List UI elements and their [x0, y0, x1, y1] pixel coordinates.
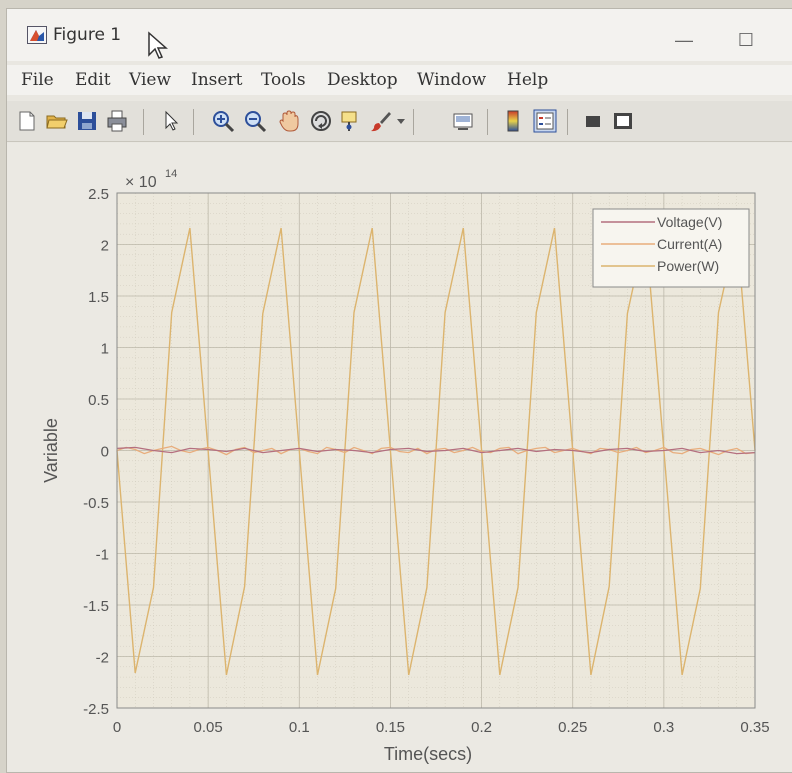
x-tick-label: 0.35 — [740, 719, 769, 736]
y-tick-label: -2 — [96, 650, 109, 667]
data-cursor-icon[interactable] — [339, 109, 363, 133]
figure-window: Figure 1 — ☐ File Edit View Insert Tools… — [6, 8, 792, 773]
open-file-icon[interactable] — [45, 109, 69, 133]
legend-entry: Power(W) — [657, 258, 719, 274]
exponent-power: 14 — [165, 168, 177, 180]
menu-file[interactable]: File — [21, 70, 54, 90]
matlab-figure-icon — [27, 26, 47, 44]
x-tick-label: 0.05 — [194, 719, 223, 736]
x-tick-label: 0.15 — [376, 719, 405, 736]
zoom-in-icon[interactable] — [211, 109, 235, 133]
maximize-button[interactable]: ☐ — [737, 30, 755, 50]
window-title: Figure 1 — [53, 25, 122, 45]
y-tick-label: -0.5 — [83, 495, 109, 512]
y-tick-label: -1 — [96, 547, 109, 564]
x-tick-label: 0 — [113, 719, 121, 736]
menu-insert[interactable]: Insert — [191, 70, 243, 90]
x-axis-label: Time(secs) — [384, 744, 472, 764]
y-tick-labels: 2.5 2 1.5 1 0.5 0 -0.5 -1 -1.5 -2 -2.5 — [83, 186, 109, 718]
x-tick-label: 0.1 — [289, 719, 310, 736]
link-plot-icon[interactable] — [451, 109, 475, 133]
legend-icon[interactable] — [533, 109, 557, 133]
y-tick-label: 1.5 — [88, 289, 109, 306]
toolbar-separator — [143, 109, 144, 135]
y-tick-label: -2.5 — [83, 701, 109, 718]
menu-help[interactable]: Help — [507, 70, 549, 90]
brush-dropdown-icon[interactable] — [395, 109, 407, 133]
brush-icon[interactable] — [369, 109, 393, 133]
y-tick-label: 1 — [101, 341, 109, 358]
menu-view[interactable]: View — [129, 70, 172, 90]
x-tick-label: 0.25 — [558, 719, 587, 736]
title-bar: Figure 1 — ☐ — [7, 9, 792, 61]
save-icon[interactable] — [75, 109, 99, 133]
plot-frame — [116, 192, 756, 709]
menu-desktop[interactable]: Desktop — [327, 70, 398, 90]
show-plot-tools-icon[interactable] — [611, 109, 635, 133]
y-tick-label: -1.5 — [83, 598, 109, 615]
minimize-button[interactable]: — — [675, 30, 693, 50]
menu-window[interactable]: Window — [417, 70, 487, 90]
x-tick-label: 0.2 — [471, 719, 492, 736]
toolbar-separator — [487, 109, 488, 135]
legend[interactable]: Voltage(V) Current(A) Power(W) — [592, 208, 750, 288]
y-tick-label: 0 — [101, 444, 109, 461]
print-icon[interactable] — [105, 109, 129, 133]
toolbar-separator — [413, 109, 414, 135]
figure-toolbar — [7, 101, 792, 142]
y-tick-label: 2.5 — [88, 186, 109, 203]
y-tick-label: 2 — [101, 238, 109, 255]
x-tick-label: 0.3 — [653, 719, 674, 736]
legend-entry: Voltage(V) — [657, 214, 722, 230]
toolbar-separator — [567, 109, 568, 135]
legend-entry: Current(A) — [657, 236, 722, 252]
x-tick-labels: 0 0.05 0.1 0.15 0.2 0.25 0.3 0.35 — [113, 719, 770, 736]
hide-plot-tools-icon[interactable] — [581, 109, 605, 133]
rotate-3d-icon[interactable] — [309, 109, 333, 133]
figure-canvas: 2.5 2 1.5 1 0.5 0 -0.5 -1 -1.5 -2 -2.5 0 0.05 0.1 0.1… — [7, 143, 792, 772]
colorbar-icon[interactable] — [501, 109, 525, 133]
y-tick-label: 0.5 — [88, 392, 109, 409]
pan-hand-icon[interactable] — [277, 109, 301, 133]
plot-svg[interactable]: 2.5 2 1.5 1 0.5 0 -0.5 -1 -1.5 -2 -2.5 0 0.05 0.1 0.1… — [7, 143, 792, 772]
y-axis-label: Variable — [41, 418, 61, 483]
menu-tools[interactable]: Tools — [261, 70, 306, 90]
menu-edit[interactable]: Edit — [75, 70, 111, 90]
pointer-icon[interactable] — [159, 109, 183, 133]
menu-bar: File Edit View Insert Tools Desktop Wind… — [7, 65, 792, 95]
series-line-voltagev — [116, 446, 756, 455]
mouse-cursor-icon — [148, 31, 168, 59]
toolbar-separator — [193, 109, 194, 135]
exponent-label: × 10 — [125, 174, 157, 191]
new-figure-icon[interactable] — [15, 109, 39, 133]
zoom-out-icon[interactable] — [243, 109, 267, 133]
